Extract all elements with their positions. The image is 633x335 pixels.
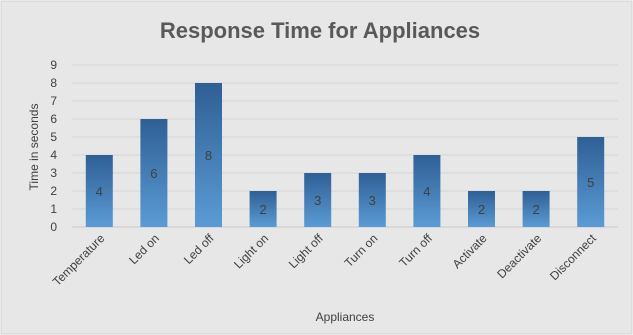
data-label: 3: [314, 193, 321, 208]
y-tick-label: 2: [50, 184, 57, 198]
y-tick-labels: 0 1 2 3 4 5 6 7 8 9: [50, 58, 57, 234]
data-label: 3: [369, 193, 376, 208]
bar: [85, 155, 113, 227]
x-axis-label: Appliances: [316, 310, 375, 324]
chart-title: Response Time for Appliances: [160, 18, 480, 43]
data-label: 2: [259, 202, 266, 217]
y-tick-label: 3: [50, 166, 57, 180]
data-label: 8: [205, 148, 212, 163]
data-label: 6: [150, 166, 157, 181]
data-label: 5: [587, 175, 594, 190]
bar: [468, 191, 495, 227]
data-label: 4: [423, 184, 430, 199]
y-axis-label: Time in seconds: [27, 104, 41, 191]
y-tick-label: 0: [50, 220, 57, 234]
data-label: 2: [532, 202, 539, 217]
data-label: 4: [96, 184, 103, 199]
bars: 4 6 8 2 3 3 4 2 2 5: [85, 83, 605, 227]
bar: [413, 155, 441, 227]
bar: [577, 137, 605, 227]
y-tick-label: 5: [50, 130, 57, 144]
y-tick-label: 6: [50, 112, 57, 126]
y-tick-label: 7: [50, 94, 57, 108]
y-tick-label: 4: [50, 148, 57, 162]
bar: [249, 191, 277, 227]
bar: [140, 119, 168, 227]
y-tick-label: 9: [50, 58, 57, 72]
bar: [522, 191, 550, 227]
data-label: 2: [478, 202, 485, 217]
bar: [304, 173, 332, 227]
y-tick-label: 1: [50, 202, 57, 216]
bar: [195, 83, 222, 227]
bar: [358, 173, 386, 227]
y-tick-label: 8: [50, 76, 57, 90]
